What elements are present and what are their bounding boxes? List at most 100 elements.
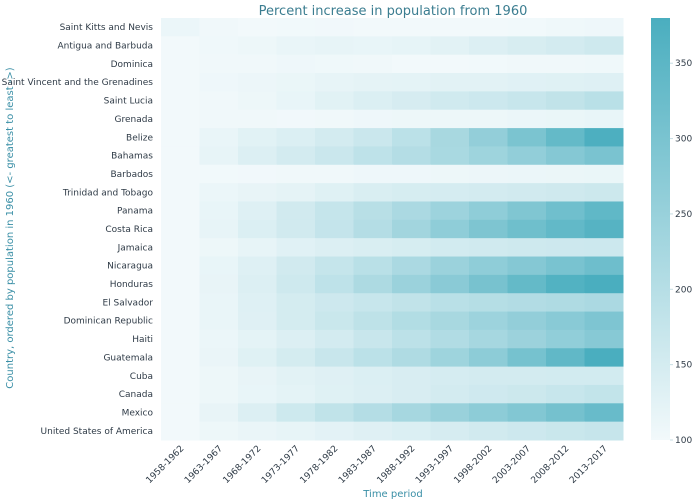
heatmap-cell xyxy=(276,238,316,258)
heatmap-cell xyxy=(469,219,508,239)
heatmap-cell xyxy=(392,403,431,423)
y-tick-label: Bahamas xyxy=(111,152,153,162)
heatmap-cell xyxy=(161,18,200,37)
y-tick-label: Mexico xyxy=(122,408,154,418)
heatmap-cell xyxy=(469,366,508,386)
heatmap-cell xyxy=(507,73,547,92)
heatmap-cell xyxy=(276,256,316,276)
heatmap-cell xyxy=(276,91,316,111)
heatmap-cell xyxy=(199,164,239,184)
heatmap-cell xyxy=(392,311,431,331)
heatmap-cell xyxy=(353,201,393,221)
heatmap-cell xyxy=(430,201,470,221)
heatmap-cell xyxy=(392,238,431,258)
colorbar xyxy=(651,18,670,440)
heatmap-cell xyxy=(546,219,585,239)
heatmap-cell xyxy=(469,164,508,184)
heatmap-cell xyxy=(199,311,239,331)
heatmap-cell xyxy=(546,256,585,276)
heatmap-cell xyxy=(315,238,354,258)
heatmap-cell xyxy=(161,73,200,92)
heatmap-cell xyxy=(238,384,277,404)
heatmap-cell xyxy=(276,384,316,404)
heatmap-cell xyxy=(507,36,547,56)
heatmap-cell xyxy=(469,128,508,147)
y-tick-label: Jamaica xyxy=(117,243,153,253)
heatmap-cell xyxy=(430,36,470,56)
heatmap-cell xyxy=(276,73,316,92)
heatmap-cell xyxy=(584,293,624,313)
heatmap-cell xyxy=(430,109,470,129)
heatmap-cell xyxy=(199,274,239,294)
heatmap-cell xyxy=(507,311,547,331)
heatmap-cell xyxy=(507,128,547,147)
heatmap-cell xyxy=(546,164,585,184)
y-tick-label: Antigua and Barbuda xyxy=(57,42,153,52)
heatmap-cell xyxy=(507,348,547,368)
heatmap-cell xyxy=(584,128,624,147)
heatmap-cell xyxy=(469,183,508,202)
heatmap-cell xyxy=(392,183,431,202)
heatmap-cell xyxy=(238,164,277,184)
colorbar-tick-label: 300 xyxy=(675,135,692,145)
heatmap-cell xyxy=(199,54,239,74)
heatmap-cell xyxy=(546,109,585,129)
heatmap-cell xyxy=(353,164,393,184)
heatmap-cell xyxy=(469,311,508,331)
heatmap-cell xyxy=(276,128,316,147)
heatmap-cell xyxy=(161,109,200,129)
y-tick-label: United States of America xyxy=(41,427,153,437)
heatmap-cell xyxy=(507,329,547,349)
heatmap-cell xyxy=(238,183,277,202)
heatmap-cell xyxy=(392,256,431,276)
heatmap-cell xyxy=(276,146,316,166)
heatmap-cell xyxy=(315,36,354,56)
heatmap-cell xyxy=(546,36,585,56)
heatmap-cell xyxy=(199,384,239,404)
heatmap-cell xyxy=(507,256,547,276)
heatmap-cell xyxy=(392,219,431,239)
heatmap-cell xyxy=(315,421,354,441)
heatmap-cell xyxy=(238,421,277,441)
heatmap-cell xyxy=(161,384,200,404)
heatmap-cell xyxy=(584,164,624,184)
heatmap-cell xyxy=(276,311,316,331)
heatmap-cell xyxy=(430,403,470,423)
heatmap-cell xyxy=(353,256,393,276)
heatmap-cell xyxy=(199,366,239,386)
y-tick-label: Dominica xyxy=(111,60,153,70)
heatmap-cell xyxy=(430,219,470,239)
heatmap-cell xyxy=(392,164,431,184)
colorbar-tick-label: 250 xyxy=(675,210,692,220)
heatmap-cell xyxy=(546,384,585,404)
heatmap-cell xyxy=(546,73,585,92)
heatmap-cell xyxy=(430,421,470,441)
heatmap-cell xyxy=(238,73,277,92)
heatmap-cell xyxy=(353,293,393,313)
heatmap-cell xyxy=(161,183,200,202)
heatmap-cell xyxy=(161,146,200,166)
heatmap-cell xyxy=(430,183,470,202)
heatmap-cell xyxy=(199,219,239,239)
heatmap-cell xyxy=(353,183,393,202)
heatmap-cell xyxy=(353,54,393,74)
heatmap-cell xyxy=(161,311,200,331)
heatmap-cell xyxy=(238,219,277,239)
y-tick-label: Nicaragua xyxy=(107,262,153,272)
heatmap-cell xyxy=(353,36,393,56)
heatmap-cell xyxy=(469,329,508,349)
heatmap-cell xyxy=(430,329,470,349)
heatmap-cell xyxy=(238,91,277,111)
heatmap-cell xyxy=(392,329,431,349)
heatmap-cell xyxy=(276,366,316,386)
x-tick-label: 2008-2012 xyxy=(530,444,572,486)
heatmap-cell xyxy=(199,256,239,276)
y-tick-label: Trinidad and Tobago xyxy=(62,188,154,198)
heatmap-cell xyxy=(315,18,354,37)
heatmap-cell xyxy=(161,366,200,386)
heatmap-cell xyxy=(238,238,277,258)
heatmap-cell xyxy=(469,274,508,294)
heatmap-cell xyxy=(199,146,239,166)
heatmap-cell xyxy=(392,91,431,111)
heatmap-cell xyxy=(546,91,585,111)
